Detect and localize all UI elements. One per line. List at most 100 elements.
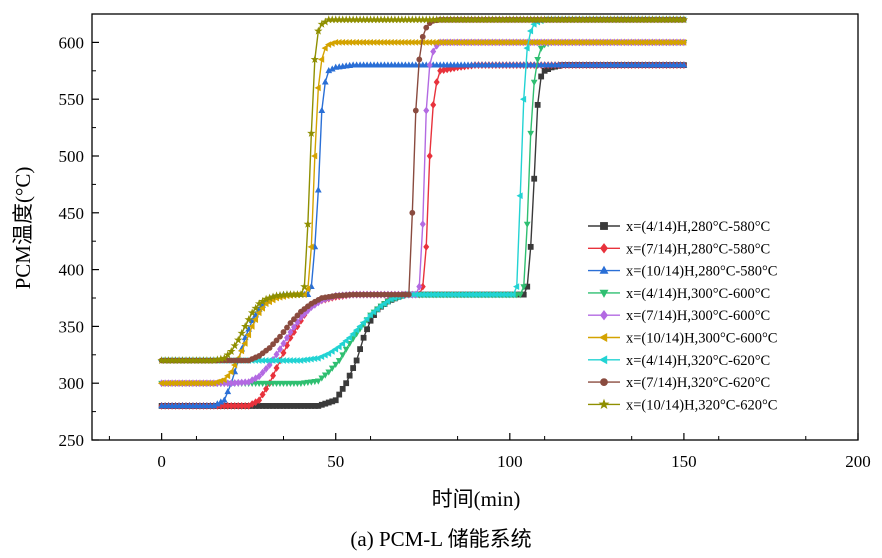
data-point: [331, 345, 339, 353]
data-point: [300, 291, 307, 298]
data-point: [241, 340, 248, 347]
data-point: [426, 152, 433, 160]
data-point: [332, 361, 340, 369]
data-point: [291, 316, 297, 323]
series-6: [157, 39, 687, 387]
data-point: [336, 391, 343, 398]
data-point: [321, 78, 329, 85]
x-tick-label: 50: [327, 452, 344, 471]
data-point: [430, 101, 437, 109]
data-point: [227, 346, 236, 355]
data-point: [328, 348, 335, 355]
data-point: [380, 300, 387, 308]
data-point: [284, 324, 290, 331]
data-point: [433, 78, 440, 87]
series-markers: [157, 15, 689, 365]
legend: x=(4/14)H,280°C-580°C x=(7/14)H,280°C-580…: [588, 219, 777, 413]
legend-label: x=(10/14)H,300°C-600°C: [626, 331, 777, 347]
data-point: [534, 57, 542, 64]
data-point: [513, 283, 520, 291]
data-point: [339, 352, 347, 359]
data-point: [332, 397, 339, 404]
data-point: [416, 282, 423, 291]
y-tick-label: 500: [59, 147, 85, 166]
legend-marker: [600, 310, 608, 321]
data-point: [273, 364, 280, 372]
y-tick-label: 350: [59, 317, 85, 336]
y-axis-title: PCM温度(°C): [11, 167, 35, 290]
legend-marker: [599, 289, 609, 298]
data-point: [318, 56, 325, 63]
x-tick-label: 0: [157, 452, 166, 471]
data-point: [538, 73, 545, 80]
data-point: [426, 61, 433, 69]
data-point: [523, 221, 531, 228]
data-point: [277, 333, 283, 340]
data-point: [338, 340, 346, 348]
data-point: [280, 339, 287, 348]
legend-entry: x=(4/14)H,320°C-620°C: [588, 353, 770, 369]
data-point: [241, 321, 250, 330]
data-point: [335, 358, 343, 365]
data-point: [237, 347, 245, 355]
series-7: [157, 16, 687, 364]
x-tick-label: 200: [845, 452, 871, 471]
data-point: [377, 302, 384, 310]
legend-marker: [598, 398, 610, 410]
series-5: [158, 38, 687, 388]
data-point: [273, 350, 280, 359]
data-point: [531, 175, 538, 182]
legend-entry: x=(10/14)H,320°C-620°C: [588, 397, 777, 413]
data-point: [266, 361, 273, 369]
data-point: [294, 312, 301, 319]
data-point: [224, 387, 232, 395]
data-point: [310, 55, 320, 64]
data-point: [314, 186, 322, 193]
legend-marker: [600, 378, 608, 386]
data-point: [423, 106, 430, 115]
data-point: [373, 305, 380, 313]
data-point: [409, 209, 416, 216]
figure-caption: (a) PCM-L 储能系统: [350, 527, 531, 551]
data-point: [303, 219, 313, 228]
data-point: [280, 349, 287, 357]
data-point: [318, 375, 326, 382]
data-point: [237, 328, 246, 337]
data-point: [346, 372, 353, 379]
data-point: [314, 378, 322, 385]
series-layer: [157, 15, 689, 410]
data-point: [405, 291, 412, 298]
series-markers: [158, 16, 687, 364]
data-point: [220, 376, 227, 384]
data-point: [247, 308, 257, 317]
data-point: [270, 371, 277, 380]
legend-label: x=(7/14)H,320°C-620°C: [626, 375, 770, 391]
data-point: [270, 341, 276, 348]
data-point: [244, 331, 252, 339]
data-point: [259, 390, 266, 399]
data-point: [430, 47, 437, 56]
data-point: [679, 15, 689, 24]
data-point: [370, 308, 377, 316]
series-line: [161, 18, 684, 362]
legend-label: x=(4/14)H,300°C-600°C: [626, 286, 770, 302]
data-point: [366, 311, 373, 319]
data-point: [273, 337, 280, 344]
data-point: [284, 333, 290, 342]
y-tick-label: 600: [59, 33, 85, 52]
y-tick-label: 250: [59, 431, 85, 450]
data-point: [314, 84, 321, 92]
data-point: [339, 385, 346, 392]
data-point: [364, 326, 370, 333]
data-point: [307, 243, 314, 251]
legend-marker: [599, 333, 608, 342]
data-point: [300, 282, 309, 291]
data-point: [263, 364, 270, 373]
data-point: [360, 334, 367, 341]
data-point: [520, 95, 527, 103]
data-point: [325, 369, 333, 376]
data-point: [363, 315, 370, 323]
data-point: [227, 368, 234, 376]
data-point: [345, 334, 353, 342]
data-point: [259, 368, 266, 377]
